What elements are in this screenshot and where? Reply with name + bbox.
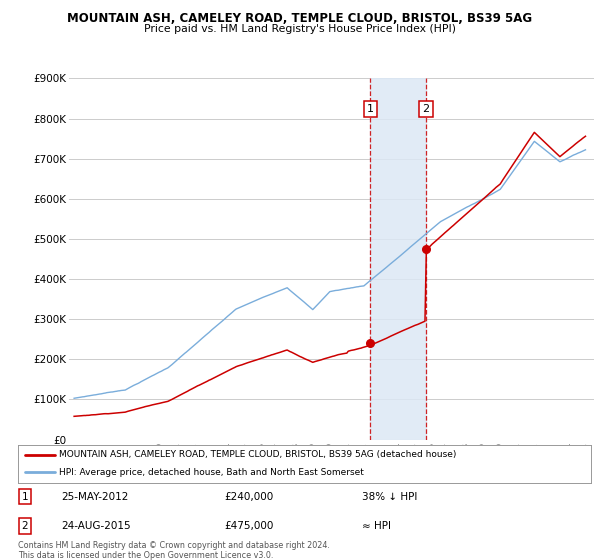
Text: MOUNTAIN ASH, CAMELEY ROAD, TEMPLE CLOUD, BRISTOL, BS39 5AG (detached house): MOUNTAIN ASH, CAMELEY ROAD, TEMPLE CLOUD…	[59, 450, 457, 459]
Text: 24-AUG-2015: 24-AUG-2015	[61, 521, 131, 531]
Bar	[370, 78, 426, 440]
Text: 1: 1	[22, 492, 28, 502]
Text: £240,000: £240,000	[224, 492, 274, 502]
Text: 38% ↓ HPI: 38% ↓ HPI	[362, 492, 417, 502]
Text: Price paid vs. HM Land Registry's House Price Index (HPI): Price paid vs. HM Land Registry's House …	[144, 24, 456, 34]
Text: MOUNTAIN ASH, CAMELEY ROAD, TEMPLE CLOUD, BRISTOL, BS39 5AG: MOUNTAIN ASH, CAMELEY ROAD, TEMPLE CLOUD…	[67, 12, 533, 25]
Text: 2: 2	[22, 521, 28, 531]
Text: 25-MAY-2012: 25-MAY-2012	[61, 492, 128, 502]
Text: Contains HM Land Registry data © Crown copyright and database right 2024.
This d: Contains HM Land Registry data © Crown c…	[18, 541, 330, 560]
Text: HPI: Average price, detached house, Bath and North East Somerset: HPI: Average price, detached house, Bath…	[59, 468, 364, 477]
Text: 2: 2	[422, 104, 430, 114]
Text: 1: 1	[367, 104, 374, 114]
Text: ≈ HPI: ≈ HPI	[362, 521, 391, 531]
Text: £475,000: £475,000	[224, 521, 274, 531]
